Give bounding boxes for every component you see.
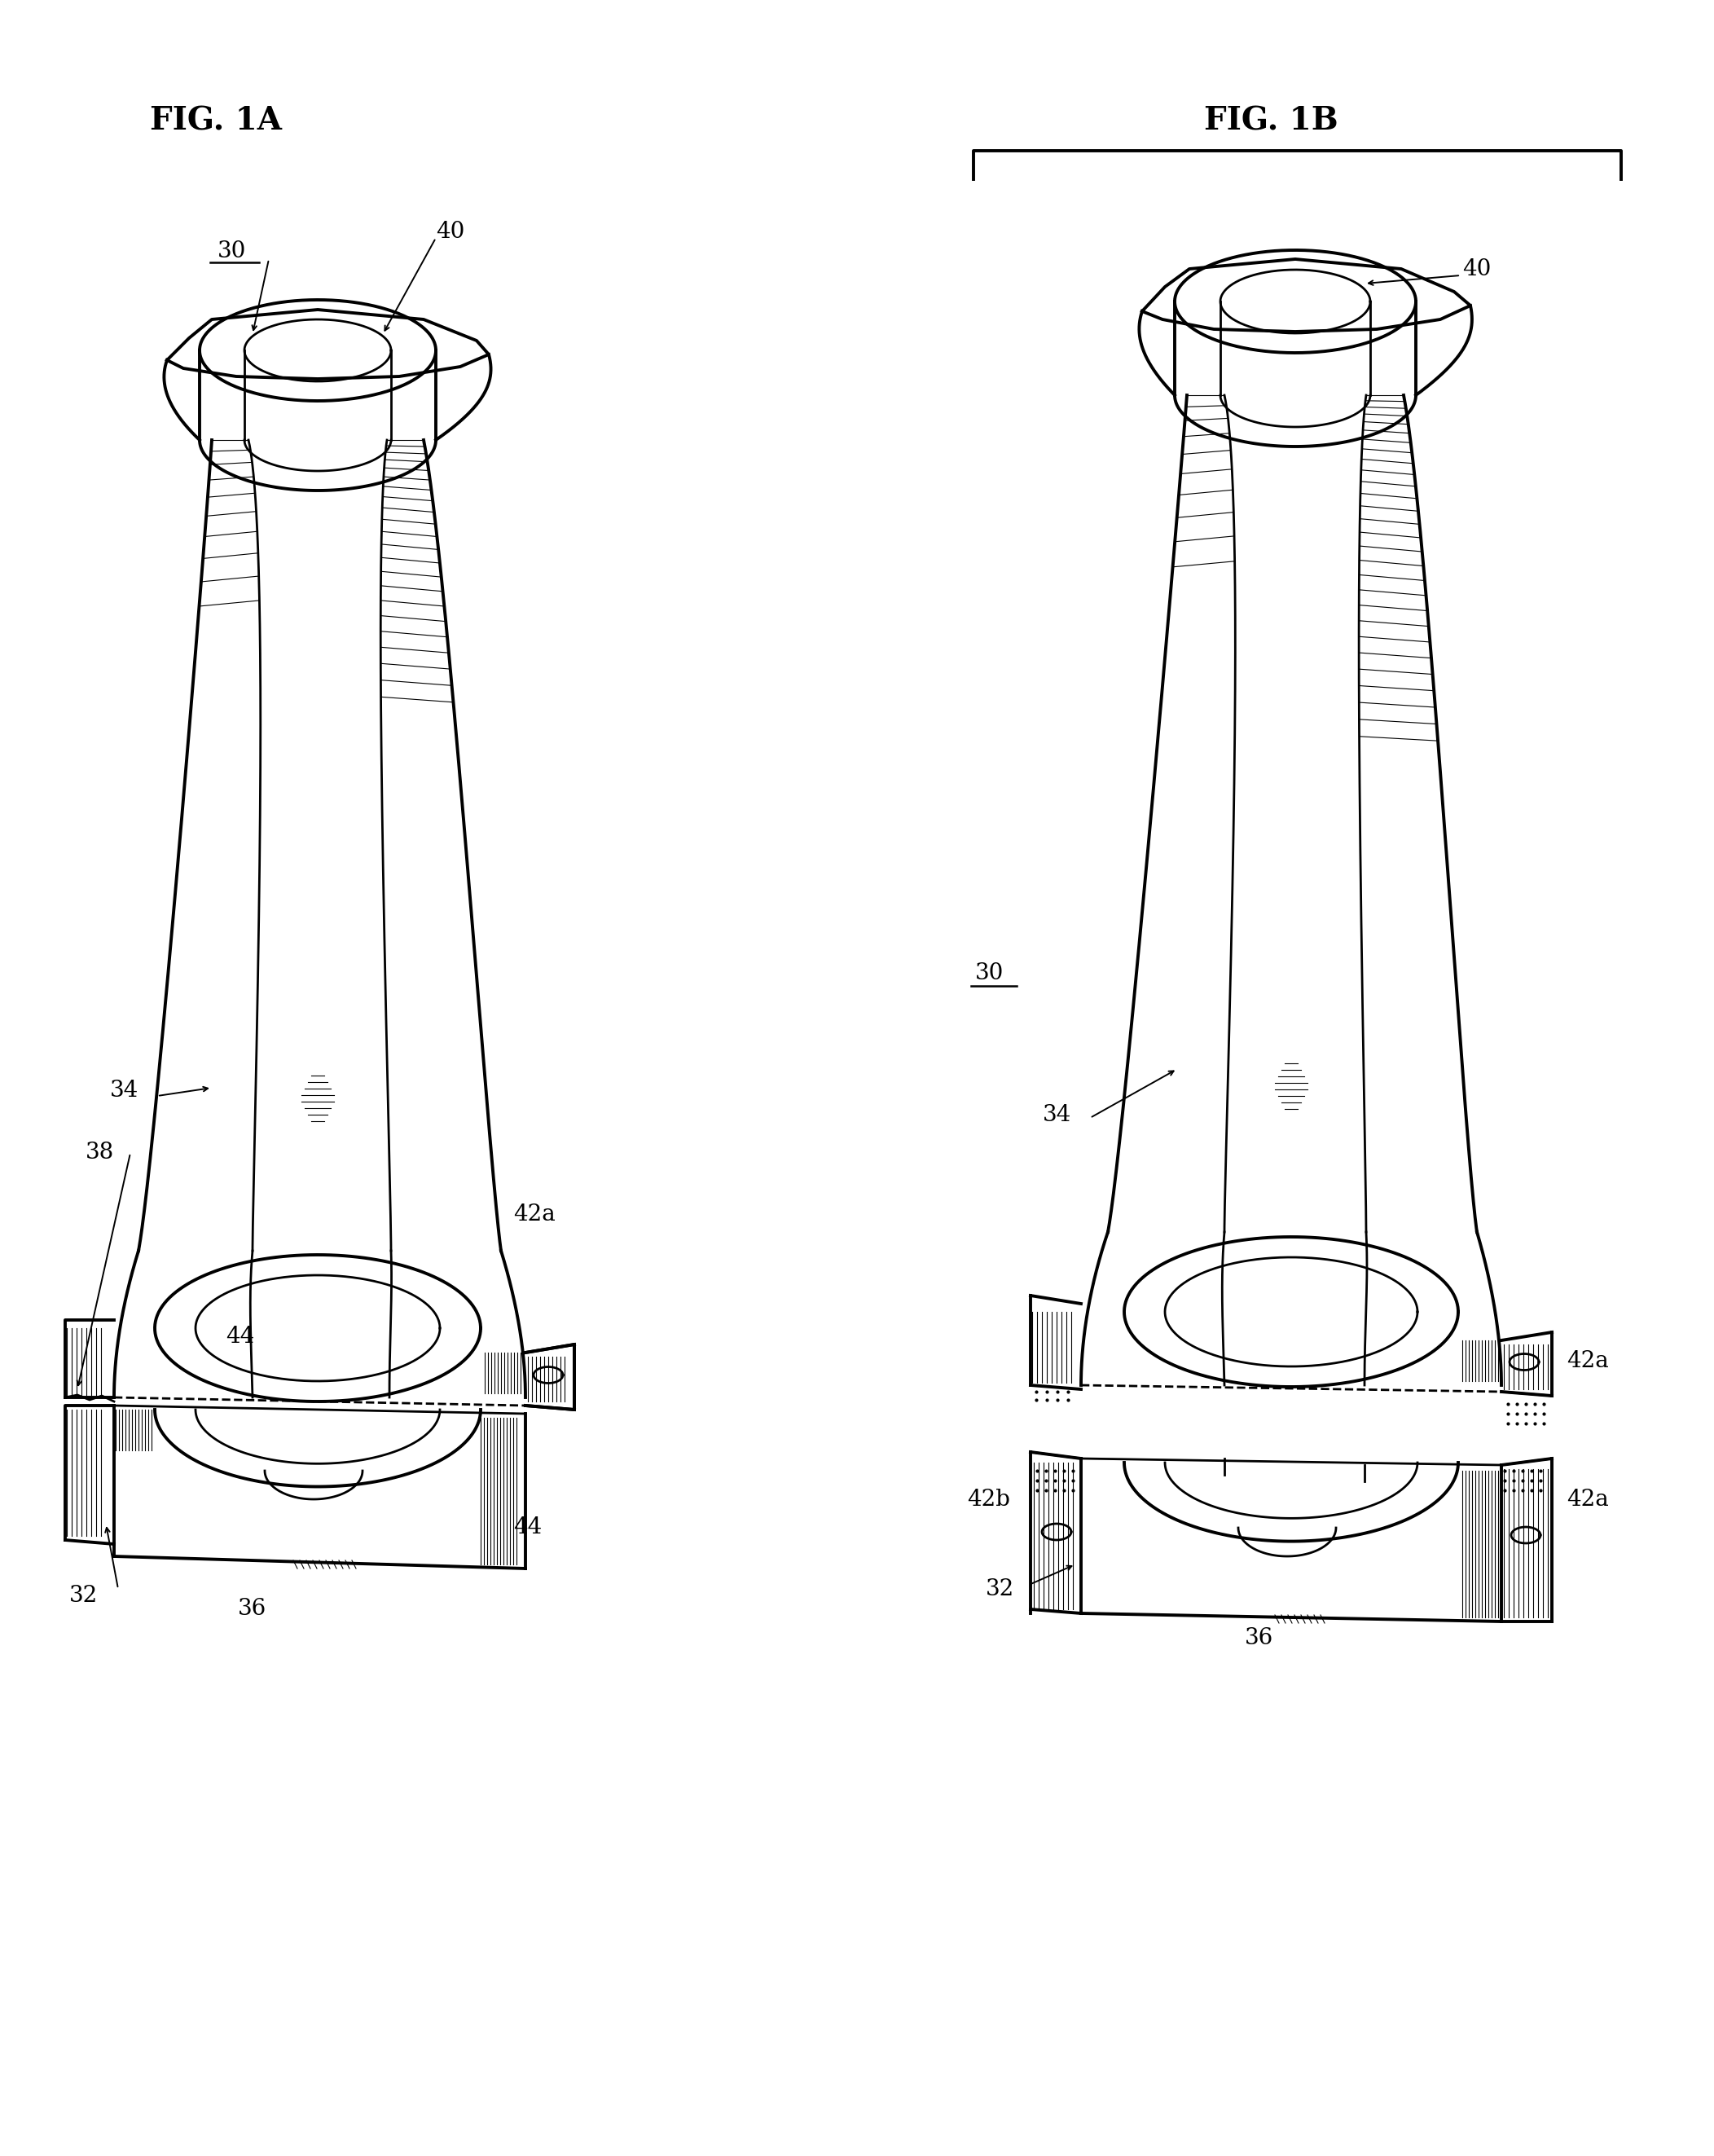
Text: 40: 40 — [1462, 259, 1491, 280]
Text: 30: 30 — [975, 964, 1004, 985]
Text: 36: 36 — [238, 1598, 267, 1621]
Text: 32: 32 — [986, 1578, 1015, 1600]
Text: 44: 44 — [226, 1326, 255, 1348]
Text: 42a: 42a — [1567, 1350, 1609, 1371]
Text: 40: 40 — [435, 222, 464, 244]
Text: 34: 34 — [1042, 1104, 1071, 1125]
Text: 38: 38 — [86, 1143, 115, 1164]
Text: 34: 34 — [110, 1080, 139, 1102]
Text: FIG. 1A: FIG. 1A — [149, 106, 281, 136]
Text: 42a: 42a — [512, 1203, 555, 1225]
Text: 30: 30 — [218, 239, 247, 263]
Text: FIG. 1B: FIG. 1B — [1203, 106, 1339, 136]
Text: 44: 44 — [512, 1518, 542, 1539]
Text: 36: 36 — [1244, 1628, 1274, 1649]
Text: 32: 32 — [69, 1585, 98, 1606]
Text: 42b: 42b — [967, 1488, 1010, 1509]
Text: 42a: 42a — [1567, 1488, 1609, 1509]
